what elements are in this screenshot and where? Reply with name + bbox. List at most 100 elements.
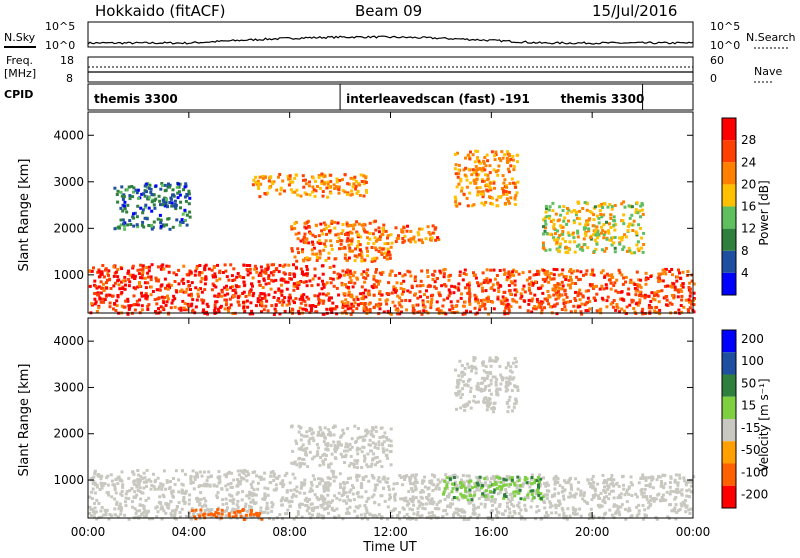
cpid-segment-label: interleavedscan (fast) -191: [346, 92, 530, 106]
echo-cell: [329, 185, 332, 189]
echo-cell: [150, 483, 154, 487]
echo-cell: [97, 473, 101, 476]
echo-cell: [185, 223, 189, 227]
echo-cell: [632, 219, 636, 223]
echo-cell: [568, 286, 572, 290]
echo-cell: [553, 289, 557, 293]
echo-cell: [270, 509, 274, 513]
echo-cell: [477, 497, 481, 501]
echo-cell: [492, 181, 496, 185]
echo-cell: [484, 498, 488, 502]
echo-cell: [660, 482, 663, 486]
echo-cell: [496, 281, 500, 285]
echo-cell: [329, 277, 333, 280]
echo-cell: [466, 153, 470, 157]
echo-cell: [113, 281, 117, 285]
echo-cell: [225, 509, 229, 512]
echo-cell: [202, 299, 206, 303]
echo-cell: [339, 435, 343, 439]
echo-cell: [223, 263, 227, 267]
echo-cell: [142, 486, 146, 490]
echo-cell: [301, 270, 304, 274]
echo-cell: [229, 303, 233, 307]
echo-cell: [564, 246, 568, 249]
echo-cell: [182, 281, 186, 285]
echo-cell: [497, 164, 501, 168]
echo-cell: [588, 300, 592, 303]
echo-cell: [350, 302, 354, 306]
echo-cell: [447, 288, 451, 292]
echo-cell: [488, 164, 492, 168]
echo-cell: [203, 282, 207, 286]
echo-cell: [114, 309, 118, 312]
echo-cell: [195, 267, 199, 270]
echo-cell: [430, 300, 433, 304]
echo-cell: [420, 481, 424, 485]
echo-cell: [530, 280, 534, 284]
echo-cell: [311, 190, 315, 194]
echo-cell: [374, 239, 378, 243]
echo-cell: [107, 274, 110, 277]
echo-cell: [641, 212, 645, 216]
echo-cell: [368, 237, 372, 241]
echo-cell: [673, 497, 677, 501]
echo-cell: [676, 275, 679, 279]
echo-cell: [308, 498, 312, 501]
echo-cell: [143, 216, 147, 220]
echo-cell: [552, 218, 555, 222]
echo-cell: [483, 502, 487, 506]
echo-cell: [570, 278, 573, 282]
echo-cell: [246, 509, 249, 513]
echo-cell: [458, 483, 462, 487]
echo-cell: [480, 169, 484, 173]
echo-cell: [435, 300, 439, 304]
echo-cell: [472, 395, 476, 398]
echo-cell: [114, 477, 118, 481]
echo-cell: [546, 273, 550, 277]
echo-cell: [578, 217, 582, 221]
echo-cell: [234, 514, 238, 518]
echo-cell: [359, 250, 363, 254]
colorbar-swatch: [722, 463, 736, 486]
echo-cell: [457, 374, 461, 378]
echo-cell: [566, 300, 570, 304]
echo-cell: [280, 503, 284, 507]
echo-cell: [173, 297, 177, 301]
echo-cell: [156, 265, 160, 269]
echo-cell: [647, 500, 651, 504]
echo-cell: [321, 190, 325, 193]
echo-cell: [295, 489, 299, 493]
echo-cell: [455, 483, 459, 487]
echo-cell: [363, 456, 367, 460]
echo-cell: [504, 491, 508, 495]
echo-cell: [136, 268, 140, 272]
echo-cell: [259, 274, 263, 277]
echo-cell: [328, 266, 332, 269]
echo-cell: [590, 498, 594, 502]
echo-cell: [593, 493, 597, 496]
echo-cell: [370, 495, 374, 499]
echo-cell: [239, 479, 243, 483]
colorbar-swatch: [722, 352, 736, 375]
echo-cell: [149, 191, 153, 194]
echo-cell: [251, 183, 255, 187]
echo-cell: [433, 285, 437, 289]
echo-cell: [569, 268, 573, 271]
echo-cell: [365, 509, 369, 513]
echo-cell: [254, 493, 258, 497]
echo-cell: [517, 479, 521, 482]
echo-cell: [195, 473, 199, 476]
echo-cell: [290, 227, 294, 231]
echo-cell: [182, 308, 186, 312]
echo-cell: [224, 484, 228, 488]
echo-cell: [119, 218, 123, 222]
echo-cell: [356, 459, 360, 463]
echo-cell: [574, 290, 577, 294]
echo-cell: [260, 511, 264, 515]
echo-cell: [332, 509, 336, 512]
echo-cell: [448, 477, 452, 481]
echo-cell: [475, 177, 479, 181]
echo-cell: [233, 508, 237, 512]
echo-cell: [626, 229, 630, 233]
echo-cell: [491, 300, 495, 304]
